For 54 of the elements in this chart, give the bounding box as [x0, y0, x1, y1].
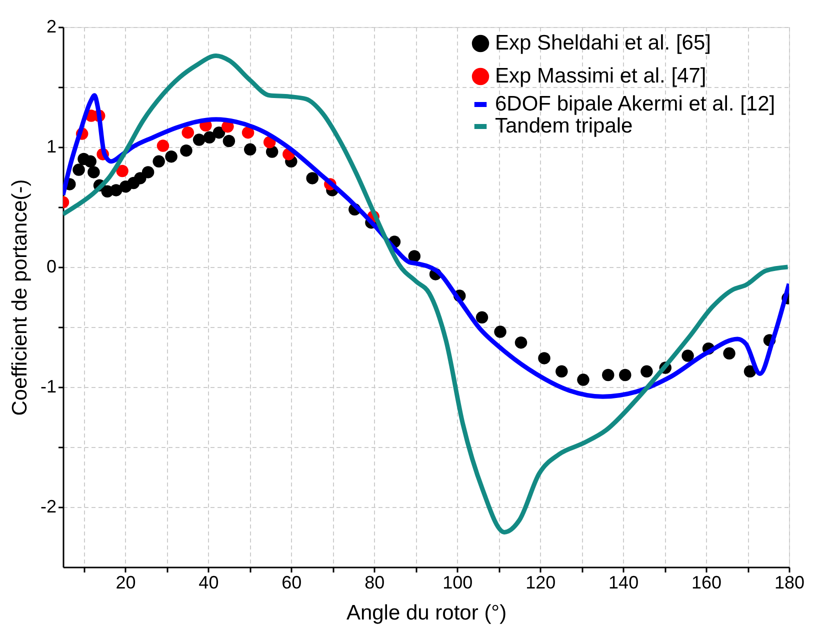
point [538, 352, 550, 364]
point [408, 250, 421, 262]
point [514, 336, 528, 349]
point [84, 155, 97, 168]
x-tick-label: 60 [282, 572, 302, 592]
legend-label: Exp Massimi et al. [47] [495, 64, 706, 88]
x-tick-label: 140 [608, 572, 639, 592]
y-tick-label: 0 [46, 256, 56, 276]
legend-label: 6DOF bipale Akermi et al. [12] [495, 92, 776, 116]
point [266, 146, 278, 158]
x-tick-label: 120 [526, 572, 556, 592]
point [222, 134, 236, 148]
x-tick-label: 100 [442, 572, 473, 592]
y-axis-title: Coefficient de portance(-) [8, 179, 32, 416]
line-series [63, 54, 789, 534]
legend-label: Exp Sheldahi et al. [65] [495, 32, 711, 54]
point [556, 365, 568, 378]
point [116, 164, 128, 178]
point [494, 326, 506, 338]
point [476, 311, 488, 324]
point [156, 140, 170, 152]
point [640, 365, 653, 378]
y-tick-label: 2 [46, 16, 56, 36]
point [110, 184, 122, 196]
point [602, 368, 614, 382]
x-axis-title: Angle du rotor (°) [346, 602, 507, 624]
point [72, 164, 85, 176]
point [744, 365, 756, 378]
point [306, 172, 318, 184]
point [212, 126, 226, 139]
legend-label: Tandem tripale [495, 114, 633, 138]
line-series [63, 93, 789, 399]
point [165, 150, 178, 163]
point [682, 350, 694, 362]
point [242, 126, 254, 139]
point [192, 134, 206, 146]
point [723, 347, 736, 360]
y-tick-label: 1 [46, 136, 56, 156]
x-tick-label: 40 [198, 572, 219, 592]
point [152, 155, 165, 168]
point [244, 143, 256, 156]
point [88, 166, 100, 178]
y-tick-label: -1 [40, 376, 56, 396]
point [182, 126, 194, 139]
point [142, 166, 154, 178]
point [203, 131, 216, 144]
x-tick-label: 20 [116, 572, 136, 592]
x-tick-label: 160 [692, 572, 722, 592]
point [577, 374, 590, 386]
y-tick-label: -2 [40, 496, 56, 516]
x-tick-label: 80 [364, 572, 385, 592]
point [180, 144, 192, 157]
point [619, 368, 632, 382]
x-tick-label: 180 [774, 572, 805, 592]
